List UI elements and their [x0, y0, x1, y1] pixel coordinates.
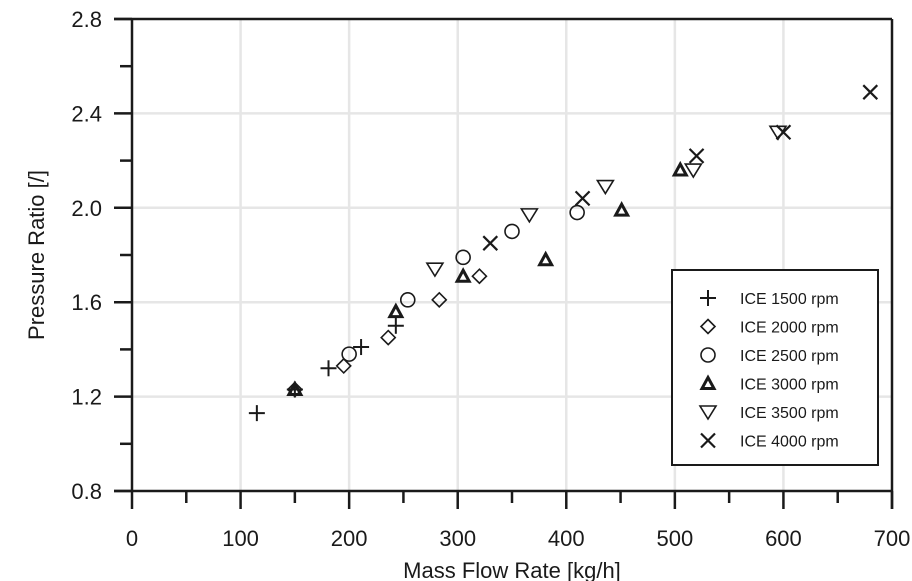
- x-axis-title: Mass Flow Rate [kg/h]: [403, 558, 621, 581]
- diamond-marker-icon: [471, 268, 488, 285]
- triangle-down-marker-icon: [683, 163, 703, 179]
- x-marker-icon: [482, 235, 499, 251]
- x-tick-label: 300: [439, 526, 476, 551]
- data-points: [248, 84, 879, 422]
- x-tick-label: 600: [765, 526, 802, 551]
- triangle-up-bold-marker-icon: [699, 374, 717, 390]
- legend-item: ICE 3500 rpm: [698, 405, 839, 422]
- x-marker-icon: [862, 84, 879, 100]
- legend-item: ICE 1500 rpm: [700, 290, 839, 308]
- legend-item: ICE 3000 rpm: [699, 374, 839, 394]
- diamond-marker-icon: [380, 329, 397, 346]
- triangle-up-bold-marker-icon: [671, 160, 689, 177]
- x-marker-icon: [688, 148, 705, 164]
- y-tick-label: 1.2: [71, 385, 102, 410]
- x-tick-label: 700: [874, 526, 911, 551]
- triangle-down-marker-icon: [425, 262, 445, 278]
- circle-marker-icon: [399, 292, 416, 308]
- series-ice-4000-rpm: [482, 84, 879, 251]
- y-tick-label: 2.0: [71, 196, 102, 221]
- plus-marker-icon: [387, 317, 404, 334]
- circle-marker-icon: [341, 346, 357, 362]
- legend-label: ICE 3000 rpm: [740, 377, 839, 394]
- y-tick-label: 0.8: [71, 479, 102, 504]
- legend-label: ICE 3500 rpm: [740, 405, 839, 422]
- circle-marker-icon: [700, 347, 716, 363]
- triangle-up-bold-marker-icon: [454, 267, 472, 283]
- legend-label: ICE 1500 rpm: [740, 291, 839, 308]
- plus-marker-icon: [248, 405, 265, 422]
- legend-item: ICE 4000 rpm: [700, 432, 839, 451]
- circle-marker-icon: [569, 204, 585, 221]
- grid-lines: [132, 19, 892, 491]
- y-tick-label: 1.6: [71, 290, 102, 315]
- x-tick-label: 400: [548, 526, 585, 551]
- axes: 0 100 200 300 400 500 600 700 0.8 1.2 1.6 2.0 2.4 2.8: [71, 7, 910, 551]
- legend-item: ICE 2000 rpm: [699, 318, 839, 337]
- triangle-down-marker-icon: [595, 179, 615, 196]
- series-ice-2500-rpm: [341, 204, 585, 362]
- x-tick-label: 500: [656, 526, 693, 551]
- x-tick-label: 0: [126, 526, 138, 551]
- series-ice-3500-rpm: [425, 125, 788, 278]
- series-ice-1500-rpm: [248, 317, 404, 422]
- x-marker-icon: [700, 432, 716, 449]
- legend-label: ICE 2000 rpm: [740, 320, 839, 337]
- diamond-marker-icon: [431, 291, 448, 308]
- x-tick-label: 200: [331, 526, 368, 551]
- triangle-up-bold-marker-icon: [286, 380, 304, 397]
- diamond-marker-icon: [286, 381, 303, 398]
- plus-marker-icon: [700, 290, 716, 306]
- diamond-marker-icon: [699, 318, 717, 335]
- triangle-up-bold-marker-icon: [387, 302, 405, 319]
- circle-marker-icon: [455, 249, 471, 266]
- triangle-down-marker-icon: [519, 208, 539, 224]
- x-tick-label: 100: [222, 526, 259, 551]
- x-marker-icon: [574, 190, 591, 207]
- diamond-marker-icon: [335, 357, 352, 375]
- legend-label: ICE 2500 rpm: [740, 348, 839, 365]
- circle-marker-icon: [504, 223, 520, 240]
- y-axis-title: Pressure Ratio [/]: [24, 170, 49, 340]
- legend-box: [671, 269, 879, 466]
- y-tick-label: 2.8: [71, 7, 102, 32]
- legend: ICE 1500 rpm ICE 2000 rpm ICE 2500 rpm ICE …: [671, 269, 879, 466]
- plus-marker-icon: [353, 339, 370, 356]
- plus-marker-icon: [320, 360, 337, 377]
- x-marker-icon: [775, 124, 792, 141]
- triangle-up-bold-marker-icon: [613, 201, 631, 217]
- legend-item: ICE 2500 rpm: [700, 347, 839, 365]
- series-ice-3000-rpm: [286, 160, 689, 397]
- y-tick-label: 2.4: [71, 101, 102, 126]
- triangle-down-marker-icon: [698, 405, 718, 421]
- series-ice-2000-rpm: [286, 268, 488, 398]
- triangle-up-bold-marker-icon: [537, 250, 555, 267]
- legend-label: ICE 4000 rpm: [740, 434, 839, 451]
